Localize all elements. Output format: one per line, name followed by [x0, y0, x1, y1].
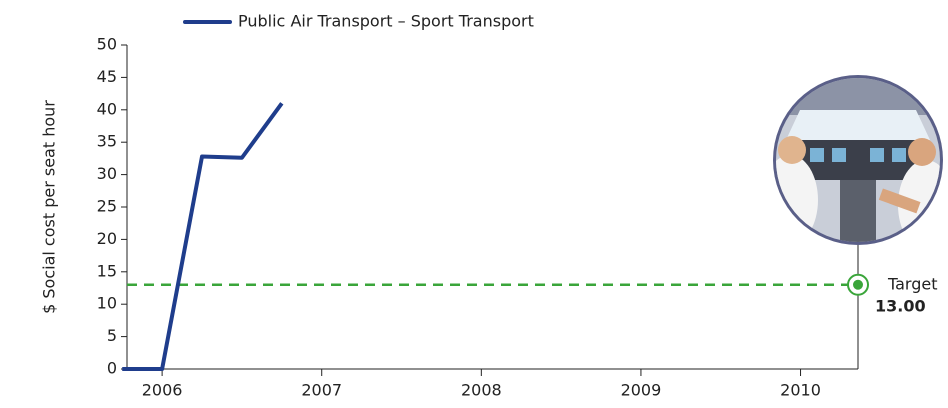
y-tick-label: 0 [107, 359, 117, 378]
y-tick-label: 15 [97, 261, 117, 280]
y-axis-label: $ Social cost per seat hour [40, 100, 59, 314]
x-tick-label: 2009 [621, 381, 662, 400]
y-tick-label: 5 [107, 326, 117, 345]
y-tick-label: 25 [97, 197, 117, 216]
target-value: 13.00 [875, 296, 926, 315]
target-marker-dot [853, 280, 863, 290]
y-tick-label: 20 [97, 229, 117, 248]
y-tick-label: 50 [97, 35, 117, 54]
x-tick-label: 2010 [780, 381, 821, 400]
data-line [122, 103, 282, 369]
y-tick-label: 40 [97, 99, 117, 118]
x-tick-label: 2008 [461, 381, 502, 400]
y-tick-label: 10 [97, 294, 117, 313]
legend-label: Public Air Transport – Sport Transport [238, 12, 534, 31]
chart: $ Social cost per seat hour 0 5 10 15 20 25 30… [0, 0, 948, 408]
y-tick-label: 35 [97, 132, 117, 151]
x-tick-label: 2007 [301, 381, 342, 400]
photo [762, 75, 948, 250]
y-tick-label: 45 [97, 67, 117, 86]
x-tick-label: 2006 [142, 381, 183, 400]
target-label: Target [887, 274, 938, 293]
y-tick-label: 30 [97, 164, 117, 183]
